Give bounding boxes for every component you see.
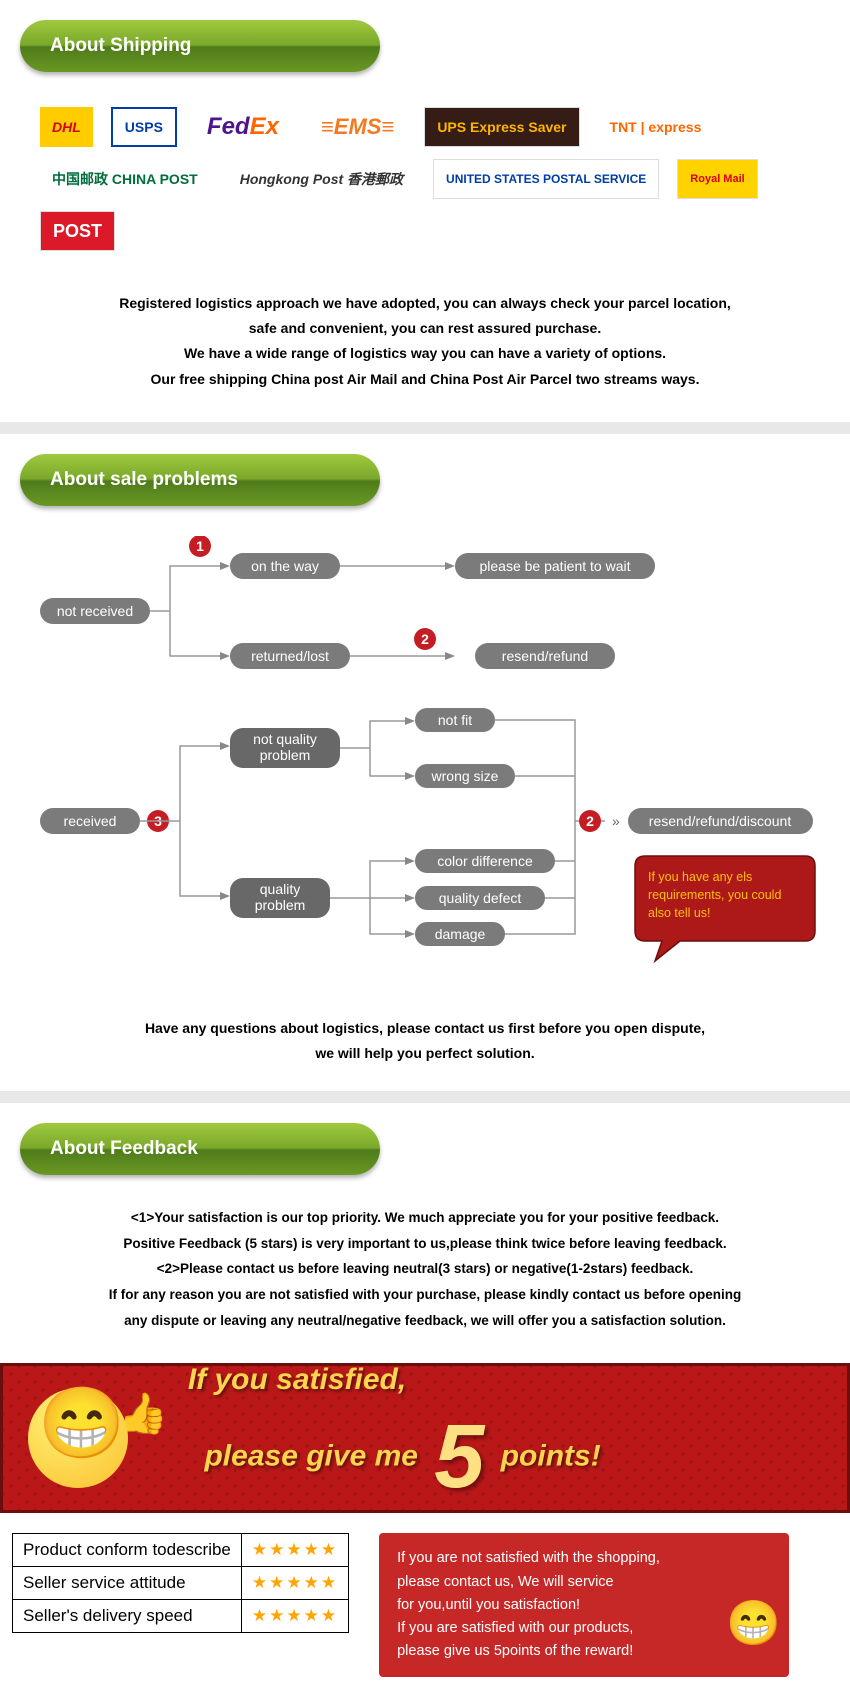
satisfaction-banner: 👍 If you satisfied, please give me 5 poi… <box>0 1363 850 1513</box>
svg-text:quality: quality <box>260 881 300 897</box>
table-row: Seller service attitude★★★★★ <box>13 1567 349 1600</box>
svg-text:not fit: not fit <box>438 712 472 728</box>
feedback-description: <1>Your satisfaction is our top priority… <box>30 1205 820 1333</box>
text-line: please give us 5points of the reward! <box>397 1640 771 1663</box>
svg-text:damage: damage <box>435 926 486 942</box>
satisfaction-note: If you are not satisfied with the shoppi… <box>379 1533 789 1677</box>
logo-usps-text: UNITED STATES POSTAL SERVICE <box>433 159 659 199</box>
rating-label: Product conform todescribe <box>13 1534 242 1567</box>
text-line: We have a wide range of logistics way yo… <box>40 341 810 366</box>
svg-text:received: received <box>64 813 117 829</box>
svg-text:2: 2 <box>586 813 594 829</box>
logo-usps-eagle: USPS <box>111 107 177 147</box>
rating-label: Seller's delivery speed <box>13 1600 242 1633</box>
logo-royalmail: Royal Mail <box>677 159 757 199</box>
divider <box>0 1091 850 1103</box>
logo-tnt: TNT | express <box>598 107 714 147</box>
svg-text:on the way: on the way <box>251 558 319 574</box>
header-title: About Feedback <box>50 1138 198 1160</box>
svg-text:If you have any els: If you have any els <box>648 870 752 884</box>
svg-text:resend/refund/discount: resend/refund/discount <box>649 813 792 829</box>
svg-text:»: » <box>612 813 620 829</box>
text-line: <1>Your satisfaction is our top priority… <box>30 1205 820 1231</box>
svg-text:resend/refund: resend/refund <box>502 648 588 664</box>
header-title: About Shipping <box>50 35 191 57</box>
rating-table: Product conform todescribe★★★★★ Seller s… <box>12 1533 349 1633</box>
table-row: Product conform todescribe★★★★★ <box>13 1534 349 1567</box>
big-five: 5 <box>434 1399 484 1516</box>
carrier-logos: DHL USPS FedEx ≡EMS≡ UPS Express Saver T… <box>0 82 850 261</box>
text-line: If you are satisfied with our products, <box>397 1617 771 1640</box>
text-line: Registered logistics approach we have ad… <box>40 291 810 316</box>
text-line: for you,until you satisfaction! <box>397 1594 771 1617</box>
bottom-row: Product conform todescribe★★★★★ Seller s… <box>0 1513 850 1697</box>
text-line: please contact us, We will service <box>397 1571 771 1594</box>
text-line: If for any reason you are not satisfied … <box>30 1282 820 1308</box>
logo-chinapost: 中国邮政 CHINA POST <box>40 159 210 199</box>
logo-ups: UPS Express Saver <box>424 107 579 147</box>
svg-text:also tell us!: also tell us! <box>648 906 711 920</box>
text-line: we will help you perfect solution. <box>40 1041 810 1066</box>
rating-stars: ★★★★★ <box>241 1534 348 1567</box>
rating-label: Seller service attitude <box>13 1567 242 1600</box>
section-header-feedback: About Feedback <box>20 1123 380 1175</box>
text-line: If you are not satisfied with the shoppi… <box>397 1547 771 1570</box>
banner-text: If you satisfied, please give me 5 point… <box>188 1360 601 1516</box>
rating-stars: ★★★★★ <box>241 1600 348 1633</box>
svg-text:color difference: color difference <box>437 853 533 869</box>
header-title: About sale problems <box>50 469 238 491</box>
logo-hkpost: Hongkong Post 香港郵政 <box>228 159 415 199</box>
section-header-shipping: About Shipping <box>20 20 380 72</box>
smiley-icon <box>28 1388 128 1488</box>
section-header-problems: About sale problems <box>20 454 380 506</box>
svg-text:problem: problem <box>260 747 311 763</box>
shipping-description: Registered logistics approach we have ad… <box>40 291 810 392</box>
logo-fedex: FedEx <box>195 107 291 147</box>
text-line: Have any questions about logistics, plea… <box>40 1016 810 1041</box>
problems-flowchart: not received 1 on the way returned/lost … <box>0 516 850 991</box>
text-line: <2>Please contact us before leaving neut… <box>30 1256 820 1282</box>
logo-dhl: DHL <box>40 107 93 147</box>
svg-text:please be patient to wait: please be patient to wait <box>480 558 631 574</box>
table-row: Seller's delivery speed★★★★★ <box>13 1600 349 1633</box>
svg-text:quality defect: quality defect <box>439 890 522 906</box>
logo-ems: ≡EMS≡ <box>309 107 406 147</box>
smiley-icon: 😁 <box>726 1589 781 1659</box>
rating-stars: ★★★★★ <box>241 1567 348 1600</box>
svg-text:not received: not received <box>57 603 133 619</box>
svg-text:returned/lost: returned/lost <box>251 648 329 664</box>
svg-text:wrong size: wrong size <box>431 768 499 784</box>
text-line: Our free shipping China post Air Mail an… <box>40 367 810 392</box>
svg-text:2: 2 <box>421 631 429 647</box>
svg-text:requirements, you could: requirements, you could <box>648 888 781 902</box>
text-line: safe and convenient, you can rest assure… <box>40 316 810 341</box>
logo-auspost: POST <box>40 211 115 251</box>
text-line: Positive Feedback (5 stars) is very impo… <box>30 1231 820 1257</box>
svg-text:not quality: not quality <box>253 731 317 747</box>
svg-text:problem: problem <box>255 897 306 913</box>
divider <box>0 422 850 434</box>
svg-text:1: 1 <box>196 538 204 554</box>
problems-description: Have any questions about logistics, plea… <box>40 1016 810 1066</box>
text-line: any dispute or leaving any neutral/negat… <box>30 1308 820 1334</box>
